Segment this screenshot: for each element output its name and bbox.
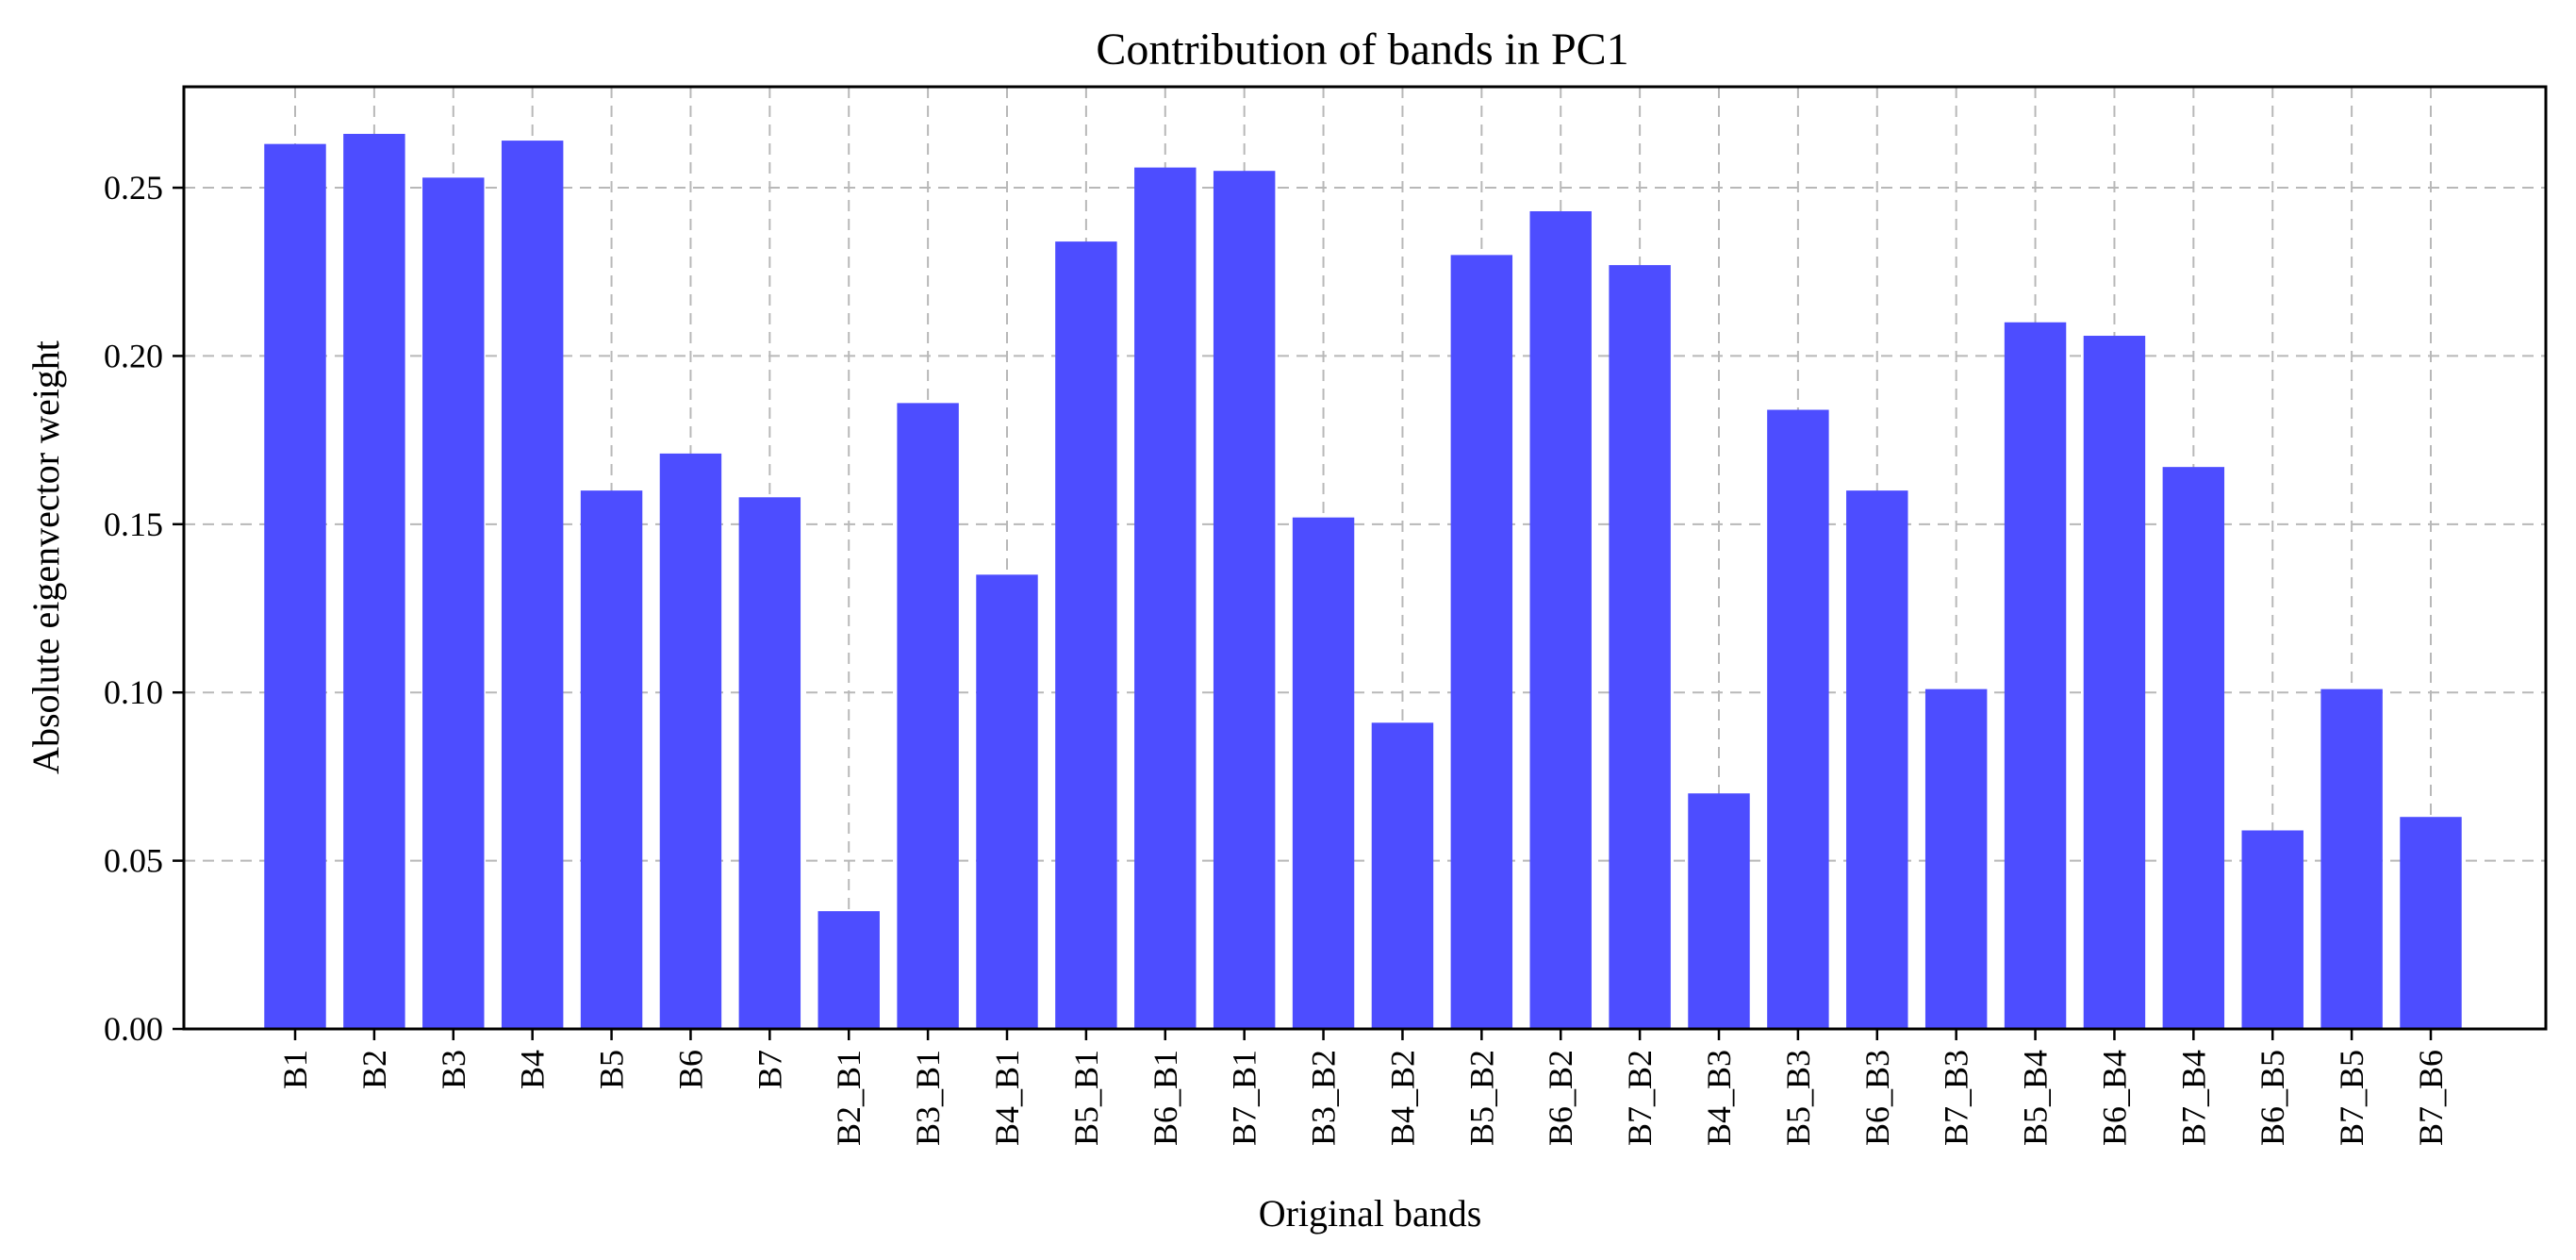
bar-b5-b2 — [1450, 255, 1513, 1030]
y-axis-ticks: 0.00 0.05 0.10 0.15 0.20 0.25 — [104, 169, 184, 1048]
bar-b6-b2 — [1529, 211, 1592, 1029]
x-axis-label: Original bands — [1259, 1192, 1482, 1235]
x-tick-label: B6_B3 — [1858, 1050, 1896, 1146]
bar-b7-b2 — [1609, 265, 1671, 1029]
x-tick-label: B2 — [355, 1050, 393, 1089]
x-tick-label: B3 — [435, 1050, 472, 1089]
x-tick-label: B6 — [671, 1050, 709, 1089]
x-tick-label: B4_B1 — [988, 1050, 1026, 1146]
y-tick-label: 0.00 — [104, 1010, 163, 1048]
x-tick-label: B5_B3 — [1779, 1050, 1817, 1146]
bar-b6-b1 — [1134, 167, 1197, 1030]
bar-b7-b1 — [1213, 171, 1276, 1030]
x-tick-label: B1 — [276, 1050, 314, 1089]
x-tick-label: B6_B1 — [1147, 1050, 1184, 1146]
x-tick-label: B6_B4 — [2095, 1050, 2133, 1146]
bar-b7-b4 — [2162, 467, 2225, 1029]
x-tick-label: B2_B1 — [830, 1050, 867, 1146]
x-tick-label: B7_B6 — [2412, 1050, 2450, 1146]
bar-b6-b4 — [2083, 336, 2146, 1029]
bar-b7-b3 — [1924, 688, 1988, 1029]
bar-b4-b1 — [976, 574, 1038, 1029]
x-axis-ticks: B1 B2 B3 B4 B5 B6 B7 B2_B1 B3_B1 B4_B1 B5_B1 B6_B1 B… — [276, 1029, 2450, 1146]
x-tick-label: B4_B2 — [1383, 1050, 1421, 1146]
bar-b5-b4 — [2004, 322, 2067, 1029]
bar-b3-b2 — [1292, 517, 1355, 1029]
bar-b4-b3 — [1688, 793, 1750, 1029]
bar-b6-b3 — [1846, 490, 1908, 1029]
x-tick-label: B7_B1 — [1226, 1050, 1263, 1146]
x-tick-label: B3_B1 — [909, 1050, 947, 1146]
x-tick-label: B7_B5 — [2333, 1050, 2370, 1146]
bars — [264, 133, 2462, 1030]
x-tick-label: B5 — [593, 1050, 631, 1089]
y-tick-label: 0.25 — [104, 169, 163, 207]
x-tick-label: B7 — [751, 1050, 788, 1089]
x-tick-label: B7_B3 — [1938, 1050, 1975, 1146]
bar-b7-b6 — [2400, 817, 2462, 1029]
x-tick-label: B7_B4 — [2174, 1050, 2212, 1146]
bar-b3 — [422, 177, 485, 1029]
x-tick-label: B7_B2 — [1621, 1050, 1659, 1146]
y-tick-label: 0.05 — [104, 842, 163, 880]
x-tick-label: B4 — [514, 1050, 552, 1089]
x-tick-label: B6_B2 — [1542, 1050, 1579, 1146]
x-tick-label: B5_B2 — [1462, 1050, 1500, 1146]
bar-b4-b2 — [1371, 722, 1434, 1029]
bar-b1 — [264, 143, 326, 1029]
y-tick-label: 0.20 — [104, 337, 163, 374]
x-tick-label: B3_B2 — [1305, 1050, 1343, 1146]
chart-title: Contribution of bands in PC1 — [1096, 25, 1628, 75]
bar-b7 — [738, 497, 801, 1029]
x-tick-label: B5_B4 — [2017, 1050, 2055, 1146]
bar-b2-b1 — [817, 911, 880, 1029]
x-tick-label: B4_B3 — [1700, 1050, 1738, 1146]
bar-b2 — [343, 133, 405, 1029]
bar-b6 — [659, 453, 722, 1029]
bar-b4 — [501, 141, 564, 1030]
bar-b7-b5 — [2320, 688, 2383, 1029]
bar-b5-b1 — [1055, 241, 1117, 1029]
bar-b5 — [580, 490, 643, 1029]
y-tick-label: 0.15 — [104, 506, 163, 543]
bar-b5-b3 — [1767, 409, 1829, 1029]
y-axis-label: Absolute eigenvector weight — [25, 340, 67, 774]
bar-b3-b1 — [897, 403, 959, 1030]
bar-b6-b5 — [2241, 830, 2304, 1029]
plot-area-frame — [182, 85, 2548, 1031]
x-tick-label: B6_B5 — [2254, 1050, 2291, 1146]
x-tick-label: B5_B1 — [1067, 1050, 1105, 1146]
y-tick-label: 0.10 — [104, 673, 163, 711]
